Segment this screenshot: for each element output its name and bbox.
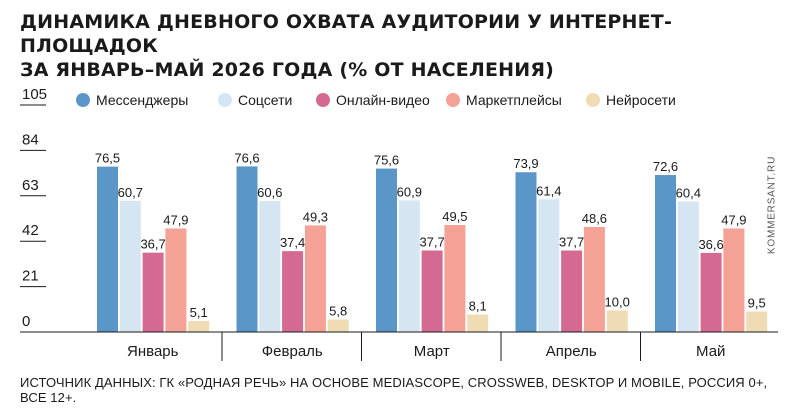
bar — [561, 250, 583, 332]
bar — [119, 200, 141, 332]
legend-marker — [218, 93, 232, 107]
data-label: 37,7 — [419, 234, 444, 249]
bar — [515, 172, 537, 332]
legend-label: Соцсети — [238, 92, 292, 108]
data-label: 49,3 — [303, 209, 328, 224]
bar — [538, 199, 560, 332]
bar — [236, 166, 258, 332]
data-label: 36,7 — [140, 237, 165, 252]
watermark: KOMMERSANT.RU — [766, 155, 778, 255]
bar — [700, 252, 722, 332]
legend-marker — [76, 93, 90, 107]
bar — [142, 252, 164, 332]
x-tick-label: Март — [414, 343, 450, 360]
x-tick-label: Февраль — [262, 343, 323, 360]
bar — [188, 320, 210, 332]
x-tick-label: Апрель — [546, 343, 597, 360]
data-label: 47,9 — [721, 212, 746, 227]
y-tick-label: 21 — [22, 268, 39, 285]
legend-marker — [446, 93, 460, 107]
bar — [282, 251, 304, 332]
bar — [165, 228, 187, 332]
bar — [746, 311, 768, 332]
x-tick-label: Январь — [127, 343, 179, 360]
y-tick-label: 84 — [22, 131, 39, 148]
bar — [259, 200, 281, 332]
bars: 76,5 60,7 36,7 47,9 5,1 76,6 60,6 37,4 49,3 5,8 75… — [95, 150, 768, 332]
x-axis: Январь Февраль Март Апрель Май — [20, 331, 778, 361]
bar — [376, 168, 397, 332]
legend-marker — [586, 93, 600, 107]
x-tick-label: Май — [696, 343, 725, 360]
data-label: 60,4 — [676, 185, 701, 200]
legend-label: Мессенджеры — [96, 92, 188, 108]
data-label: 36,6 — [698, 237, 723, 252]
data-label: 10,0 — [605, 294, 630, 309]
data-label: 48,6 — [582, 211, 607, 226]
data-label: 8,1 — [469, 298, 487, 313]
bar — [398, 200, 420, 332]
chart-title-line2: ЗА ЯНВАРЬ–МАЙ 2026 ГОДА (% ОТ НАСЕЛЕНИЯ) — [20, 59, 555, 81]
legend: Мессенджеры Соцсети Онлайн-видео Маркетплей… — [76, 92, 676, 108]
data-label: 49,5 — [442, 209, 467, 224]
data-label: 73,9 — [513, 156, 538, 171]
bar — [327, 319, 349, 332]
legend-label: Нейросети — [606, 92, 676, 108]
data-label: 9,5 — [748, 295, 766, 310]
data-label: 60,9 — [397, 184, 422, 199]
bar — [467, 314, 489, 332]
data-label: 76,5 — [95, 151, 120, 166]
y-tick-label: 42 — [22, 222, 39, 239]
bar — [677, 201, 699, 332]
bar — [723, 228, 745, 332]
y-axis: 0 21 42 63 84 105 — [20, 86, 47, 333]
chart-title: ДИНАМИКА ДНЕВНОГО ОХВАТА АУДИТОРИИ У ИНТ… — [20, 10, 780, 82]
data-label: 37,7 — [559, 234, 584, 249]
data-label: 47,9 — [163, 212, 188, 227]
data-label: 72,6 — [653, 159, 678, 174]
y-tick-label: 63 — [22, 177, 39, 194]
source-note: ИСТОЧНИК ДАННЫХ: ГК «РОДНАЯ РЕЧЬ» НА ОСН… — [20, 375, 768, 405]
bar — [655, 175, 676, 332]
data-label: 76,6 — [234, 150, 259, 165]
bar — [444, 224, 466, 332]
data-label: 61,4 — [536, 183, 561, 198]
chart-title-line1: ДИНАМИКА ДНЕВНОГО ОХВАТА АУДИТОРИИ У ИНТ… — [20, 11, 673, 57]
data-label: 5,1 — [190, 305, 208, 320]
bar — [421, 250, 443, 332]
y-tick-label: 0 — [22, 313, 30, 330]
legend-label: Маркетплейсы — [466, 92, 562, 108]
data-label: 60,7 — [118, 185, 143, 200]
bar — [97, 166, 118, 332]
bar — [583, 226, 605, 332]
data-label: 37,4 — [280, 235, 305, 250]
y-tick-label: 105 — [22, 86, 47, 103]
data-label: 5,8 — [329, 303, 347, 318]
bar — [606, 310, 628, 332]
data-label: 60,6 — [257, 185, 282, 200]
legend-label: Онлайн-видео — [336, 92, 430, 108]
data-label: 75,6 — [374, 153, 399, 168]
bar — [304, 225, 326, 332]
legend-marker — [316, 93, 330, 107]
